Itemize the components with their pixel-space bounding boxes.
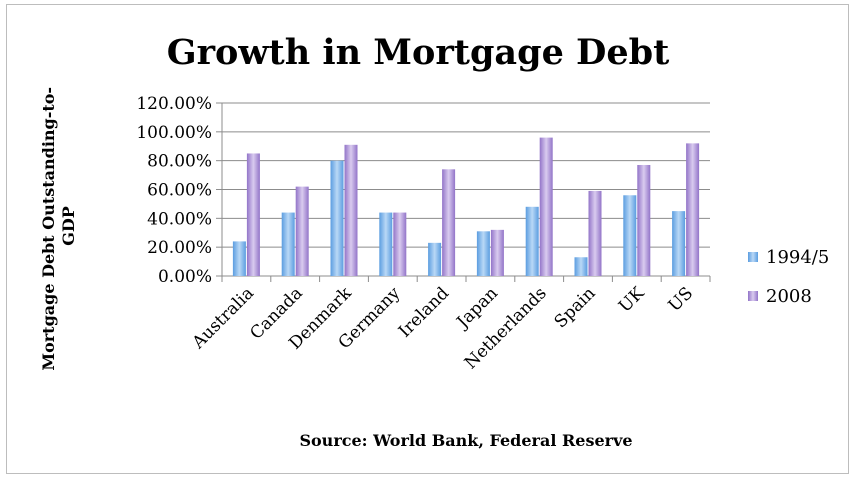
x-category-label: Spain <box>551 283 600 332</box>
legend-swatch <box>748 252 758 262</box>
bar-2008-australia <box>246 153 260 276</box>
y-tick-label: 60.00% <box>147 181 212 201</box>
bar-19945-netherlands <box>525 206 539 276</box>
x-category-label: UK <box>615 283 648 316</box>
bar-2008-japan <box>490 229 504 276</box>
y-tick-labels: 0.00% 20.00% 40.00% 60.00% 80.00% 100.00% 120.… <box>136 94 212 287</box>
chart-title: Growth in Mortgage Debt <box>167 32 670 73</box>
x-category-label: Ireland <box>395 283 453 341</box>
bar-19945-ireland <box>428 242 442 276</box>
bar-19945-japan <box>476 231 490 276</box>
bar-19945-australia <box>232 241 246 276</box>
y-tick-label: 120.00% <box>136 94 212 114</box>
bar-19945-spain <box>574 257 588 276</box>
bar-2008-canada <box>295 186 309 276</box>
bar-2008-uk <box>637 164 651 276</box>
bar-2008-netherlands <box>539 137 553 276</box>
chart-frame <box>6 4 849 474</box>
y-tick-label: 100.00% <box>136 123 212 143</box>
bar-2008-denmark <box>344 144 358 276</box>
legend-swatch <box>748 291 758 301</box>
bar-19945-uk <box>623 195 637 276</box>
bars <box>232 137 700 276</box>
bar-19945-germany <box>379 212 393 276</box>
x-category-label: US <box>665 283 698 316</box>
legend-label: 1994/5 <box>766 247 829 268</box>
x-axis-title: Source: World Bank, Federal Reserve <box>299 431 632 450</box>
legend: 1994/5 2008 <box>748 247 829 307</box>
bar-2008-us <box>686 143 700 276</box>
y-tick-label: 40.00% <box>147 209 212 229</box>
bar-2008-spain <box>588 190 602 276</box>
bar-19945-us <box>672 211 686 276</box>
legend-label: 2008 <box>766 286 812 307</box>
bar-19945-canada <box>281 212 295 276</box>
y-axis-title: Mortgage Debt Outstanding-to- GDP <box>39 81 78 370</box>
bar-2008-germany <box>393 212 407 276</box>
bar-19945-denmark <box>330 160 344 276</box>
y-tick-label: 0.00% <box>158 267 212 287</box>
y-tick-label: 80.00% <box>147 152 212 172</box>
bar-2008-ireland <box>442 169 456 276</box>
x-category-label: Australia <box>188 283 258 353</box>
y-tick-label: 20.00% <box>147 238 212 258</box>
